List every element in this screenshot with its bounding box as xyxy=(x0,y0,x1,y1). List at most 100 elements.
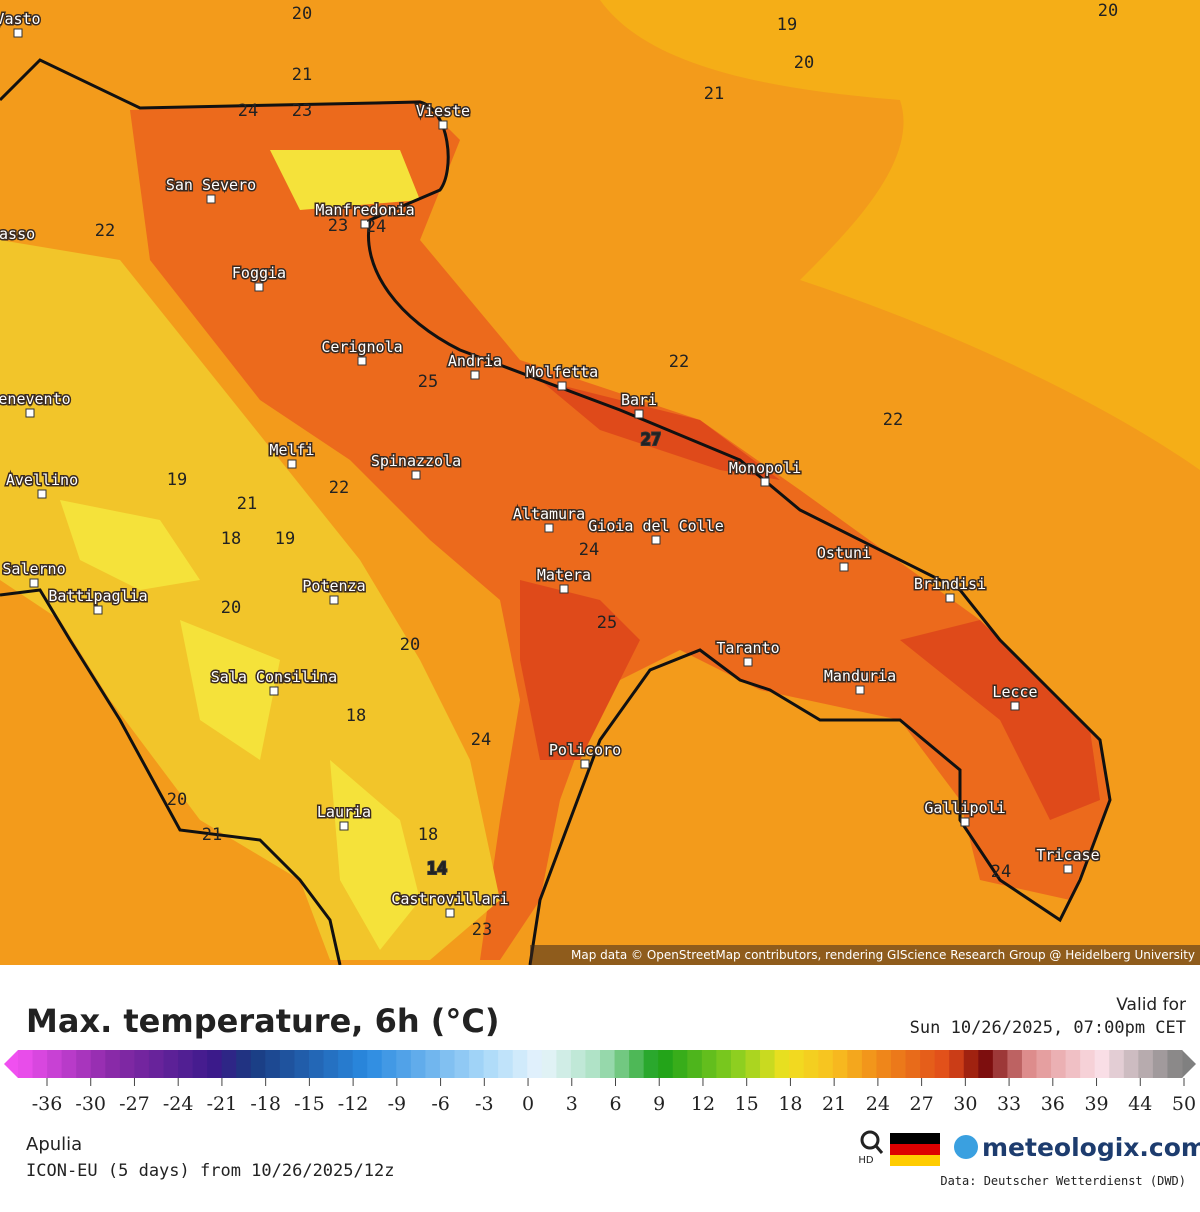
bar-cell xyxy=(585,1050,601,1078)
tick-label: 18 xyxy=(778,1093,802,1115)
tick-label: 6 xyxy=(609,1093,621,1115)
bar-cell xyxy=(760,1050,776,1078)
attribution-bg xyxy=(530,945,1200,965)
bar-cell xyxy=(396,1050,412,1078)
city-label: Matera xyxy=(537,566,591,584)
city-label: Vasto xyxy=(0,10,41,28)
city-marker xyxy=(760,477,770,487)
city-label: Molfetta xyxy=(526,363,598,381)
city-label: Vieste xyxy=(416,102,470,120)
contour-label: 18 xyxy=(418,825,438,845)
bar-cell xyxy=(687,1050,703,1078)
tick-label: -36 xyxy=(32,1093,63,1115)
tick-label: -9 xyxy=(388,1093,407,1115)
tick-label: 30 xyxy=(953,1093,977,1115)
cold-spot xyxy=(60,150,420,950)
contour-label: 22 xyxy=(95,221,115,241)
bar-cell xyxy=(556,1050,572,1078)
bar-cell xyxy=(469,1050,485,1078)
city-label: Spinazzola xyxy=(371,452,461,470)
tick-label: -18 xyxy=(250,1093,281,1115)
city-marker xyxy=(580,759,590,769)
coastline xyxy=(0,58,1112,965)
bar-cell xyxy=(701,1050,717,1078)
bar-cell xyxy=(629,1050,645,1078)
bar-cell xyxy=(716,1050,732,1078)
bar-arrow-right xyxy=(1182,1050,1196,1078)
city-marker xyxy=(960,817,970,827)
bar-cell xyxy=(32,1050,48,1078)
bar-arrow-left xyxy=(4,1050,18,1078)
city-label: Campobasso xyxy=(0,225,35,243)
bar-cell xyxy=(891,1050,907,1078)
contour-label: 24 xyxy=(366,217,386,237)
bar-cell xyxy=(367,1050,383,1078)
city-marker xyxy=(37,489,47,499)
contour-label: 23 xyxy=(472,920,492,940)
tick-label: 15 xyxy=(735,1093,759,1115)
contour-label: 19 xyxy=(275,529,295,549)
city-marker xyxy=(269,686,279,696)
data-source: Data: Deutscher Wetterdienst (DWD) xyxy=(940,1174,1186,1188)
bar-cell xyxy=(105,1050,121,1078)
legend-panel xyxy=(0,965,1200,1212)
bar-cell xyxy=(570,1050,586,1078)
bar-cell xyxy=(1123,1050,1139,1078)
flag-black xyxy=(890,1133,940,1144)
bar-cell xyxy=(18,1050,34,1078)
city-marker xyxy=(93,605,103,615)
bar-cell xyxy=(1065,1050,1081,1078)
contour-label: 18 xyxy=(346,706,366,726)
tick-label: 36 xyxy=(1041,1093,1065,1115)
city-marker xyxy=(411,470,421,480)
city-marker xyxy=(544,523,554,533)
city-label: Brindisi xyxy=(914,575,986,593)
bar-cell xyxy=(861,1050,877,1078)
tick-label: -3 xyxy=(475,1093,494,1115)
coastline-west xyxy=(0,588,342,965)
city-marker xyxy=(438,120,448,130)
search-icon xyxy=(860,1130,880,1150)
bar-cell xyxy=(265,1050,281,1078)
city-label: Gioia del Colle xyxy=(588,517,723,535)
bar-cell xyxy=(600,1050,616,1078)
contour-label: 25 xyxy=(597,613,617,633)
bar-cell xyxy=(949,1050,965,1078)
bar-cell xyxy=(1021,1050,1037,1078)
flag-gold xyxy=(890,1155,940,1166)
contour-label: 21 xyxy=(202,825,222,845)
color-bar: -36 -30 -27 -24 -21 -18 -15 -12 -9 -6 -3 0 3 6 9 12 15 18… xyxy=(4,1050,1196,1115)
bar-cell xyxy=(352,1050,368,1078)
valid-label: Valid for xyxy=(1116,995,1186,1015)
city-label: Altamura xyxy=(513,505,585,523)
bar-cell xyxy=(236,1050,252,1078)
contour-label: 22 xyxy=(883,410,903,430)
bar-cell xyxy=(381,1050,397,1078)
search-icon-handle xyxy=(874,1145,884,1154)
tick-label: 24 xyxy=(866,1093,890,1115)
city-label: Manduria xyxy=(824,667,896,685)
bar-cell xyxy=(1138,1050,1154,1078)
bar-cell xyxy=(323,1050,339,1078)
bar-cell xyxy=(1109,1050,1125,1078)
city-marker xyxy=(651,535,661,545)
bar-cell xyxy=(1094,1050,1110,1078)
city-label: San Severo xyxy=(166,176,256,194)
city-label: Foggia xyxy=(232,264,286,282)
contour-label: 22 xyxy=(329,478,349,498)
brand[interactable]: meteologix.com xyxy=(982,1133,1200,1162)
city-marker xyxy=(1063,864,1073,874)
contour-label: 23 xyxy=(292,101,312,121)
tick-label: 33 xyxy=(997,1093,1021,1115)
bar-cell xyxy=(454,1050,470,1078)
brand-logo xyxy=(954,1135,978,1159)
city-label: Avellino xyxy=(6,471,78,489)
bar-cell xyxy=(221,1050,237,1078)
tick-label: 39 xyxy=(1084,1093,1108,1115)
contour-label: 20 xyxy=(400,635,420,655)
contour-label: 20 xyxy=(794,53,814,73)
bar-cell xyxy=(410,1050,426,1078)
city-marker xyxy=(206,194,216,204)
city-label: Sala Consilina xyxy=(211,668,337,686)
city-marker xyxy=(559,584,569,594)
